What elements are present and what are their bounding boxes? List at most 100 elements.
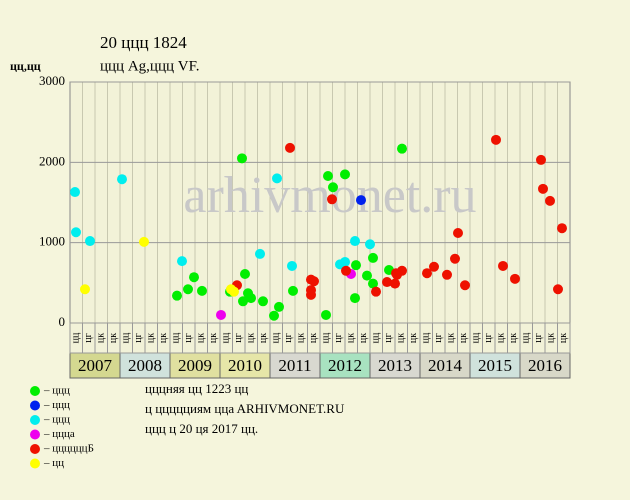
point [368, 278, 378, 289]
point [460, 280, 470, 291]
point [80, 284, 90, 295]
quarter-label: цц [371, 332, 382, 343]
quarter-label: цг [133, 333, 144, 342]
year-label: 2016 [528, 356, 562, 375]
y-axis-label: цц,цц [10, 59, 41, 73]
quarter-label: цк [558, 333, 569, 343]
point [351, 260, 361, 271]
quarter-cell [557, 322, 571, 354]
point [340, 256, 350, 267]
quarter-label: цц [71, 332, 82, 343]
year-cell [519, 352, 571, 379]
quarter-label: цц [321, 332, 332, 343]
quarter-label: цк [308, 333, 319, 343]
point [183, 284, 193, 295]
quarter-label: цк [458, 333, 469, 343]
legend-marker [30, 400, 40, 411]
point [442, 269, 452, 280]
point [246, 293, 256, 304]
quarter-label: цк [158, 333, 169, 343]
chart-title: 20 ццц 1824 [100, 33, 187, 52]
quarter-label: цк [96, 333, 107, 343]
point [189, 272, 199, 283]
y-tick-label: 2000 [39, 153, 65, 168]
point [309, 276, 319, 287]
legend-marker [30, 444, 40, 454]
year-cell [119, 352, 171, 379]
year-cell [69, 352, 121, 379]
point [536, 154, 546, 165]
year-cell [219, 352, 271, 379]
quarter-label: цк [546, 333, 557, 343]
point [255, 248, 265, 259]
year-label: 2010 [228, 356, 262, 375]
point [382, 277, 392, 288]
quarter-label: цк [408, 333, 419, 343]
point [557, 223, 567, 234]
quarter-label: цц [471, 332, 482, 343]
point [390, 278, 400, 289]
point [545, 195, 555, 206]
point [341, 265, 351, 276]
quarter-label: цц [171, 332, 182, 343]
year-label: 2007 [78, 356, 113, 375]
point [350, 293, 360, 304]
point [368, 252, 378, 263]
point [177, 256, 187, 267]
point [429, 261, 439, 272]
quarter-label: цк [358, 333, 369, 343]
year-cell [419, 352, 471, 379]
quarter-label: цг [483, 333, 494, 342]
quarter-label: цг [233, 333, 244, 342]
year-label: 2009 [178, 356, 212, 375]
point [229, 286, 239, 297]
point [327, 194, 337, 205]
quarter-label: цг [283, 333, 294, 342]
point [498, 260, 508, 271]
legend-label: – ццца [43, 428, 75, 440]
legend-label: – ццц [43, 385, 70, 397]
quarter-label: цц [271, 332, 282, 343]
legend-marker [30, 415, 40, 425]
legend-label: – ццц [43, 414, 70, 426]
point [216, 309, 226, 320]
quarter-label: цк [246, 333, 257, 343]
point [356, 195, 366, 206]
quarter-label: цк [208, 333, 219, 343]
point [85, 236, 95, 247]
note: ц ццццциям ццa ARHIVMONET.RU [145, 401, 345, 416]
legend-label: – ццццццБ [43, 443, 94, 455]
chart-subtitle: ццц Ag,ццц VF. [100, 58, 199, 74]
quarter-label: цц [421, 332, 432, 343]
point [117, 174, 127, 185]
point [397, 143, 407, 154]
point [371, 286, 381, 297]
point [269, 310, 279, 321]
point [71, 227, 81, 238]
point [453, 228, 463, 239]
point [328, 182, 338, 193]
point [392, 269, 402, 280]
y-tick-label: 1000 [39, 234, 65, 249]
point [340, 169, 350, 180]
note: цццняя цц 1223 цц [145, 381, 248, 396]
year-label: 2014 [428, 356, 463, 375]
point [237, 153, 247, 164]
point [238, 296, 248, 307]
point [510, 273, 520, 284]
point [350, 236, 360, 247]
point [450, 253, 460, 264]
point [139, 236, 149, 247]
point [422, 268, 432, 279]
quarter-label: цк [108, 333, 119, 343]
year-label: 2012 [328, 356, 362, 375]
quarter-label: цг [333, 333, 344, 342]
point [70, 187, 80, 198]
point [172, 290, 182, 301]
quarter-label: цц [521, 332, 532, 343]
year-label: 2013 [378, 356, 412, 375]
quarter-label: цк [146, 333, 157, 343]
point [321, 309, 331, 320]
quarter-label: цг [533, 333, 544, 342]
quarter-label: цг [433, 333, 444, 342]
